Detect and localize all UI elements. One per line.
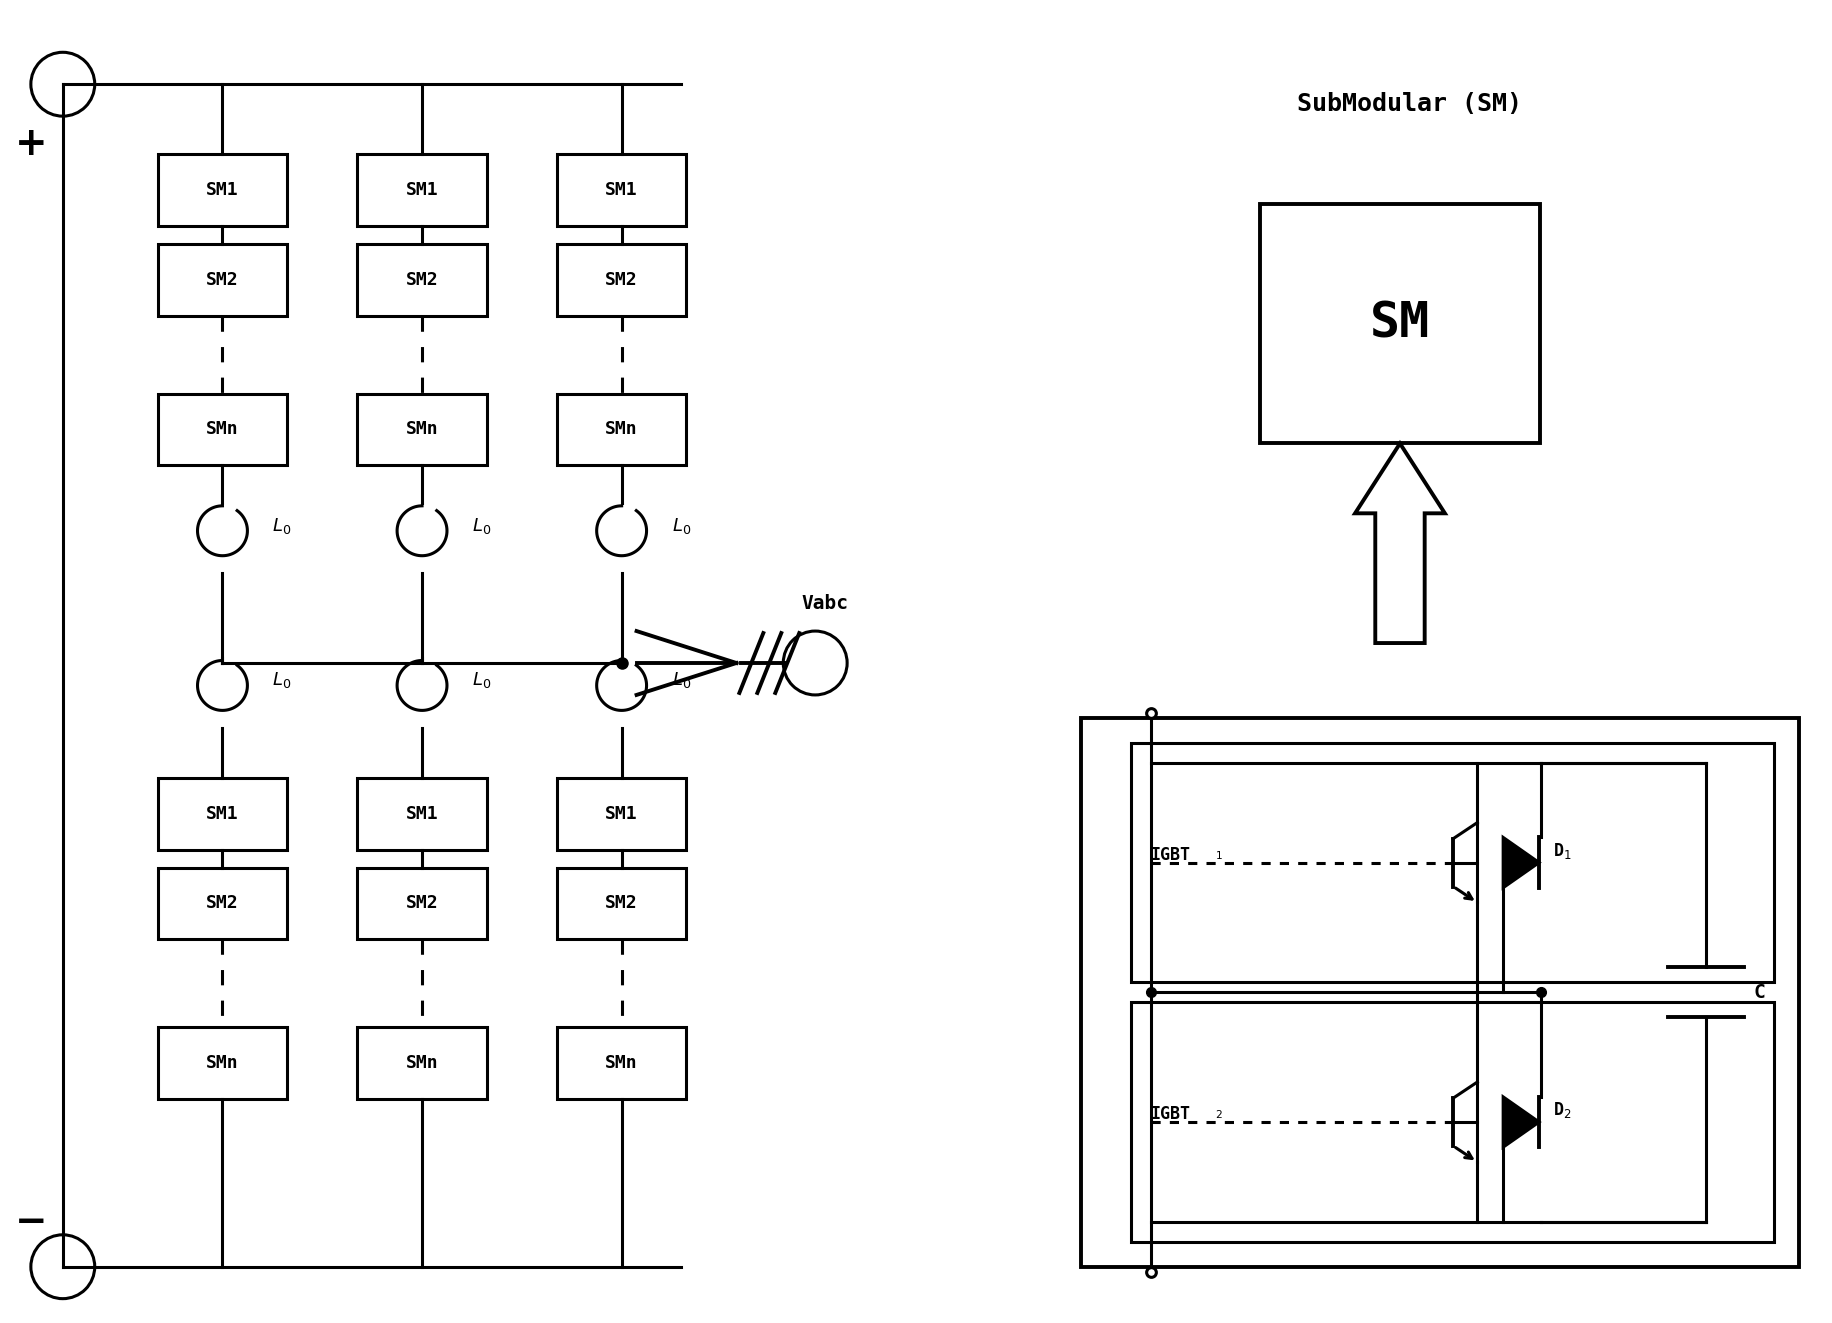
Text: SM2: SM2 (605, 271, 638, 288)
Bar (557, 778, 687, 849)
Bar (158, 243, 288, 316)
Bar (158, 778, 288, 849)
Text: −: − (15, 1203, 48, 1241)
Text: SM1: SM1 (605, 804, 638, 823)
Bar (357, 243, 487, 316)
Bar (158, 153, 288, 226)
Text: SM2: SM2 (405, 894, 438, 913)
Bar (357, 393, 487, 466)
Polygon shape (1504, 1097, 1539, 1147)
Bar (1260, 204, 1539, 443)
Text: SM2: SM2 (405, 271, 438, 288)
Text: SMn: SMn (405, 421, 438, 438)
Text: $L_0$: $L_0$ (273, 516, 291, 536)
Bar (557, 868, 687, 939)
Text: SubModular (SM): SubModular (SM) (1297, 93, 1522, 116)
Text: SM2: SM2 (605, 894, 638, 913)
Bar (557, 243, 687, 316)
Bar (357, 868, 487, 939)
Bar (1130, 1003, 1773, 1242)
Text: SMn: SMn (605, 421, 638, 438)
Text: IGBT: IGBT (1150, 1105, 1191, 1123)
Bar (557, 393, 687, 466)
Text: Vabc: Vabc (802, 594, 848, 613)
Text: +: + (15, 126, 48, 163)
Bar (357, 153, 487, 226)
Bar (1081, 718, 1799, 1266)
Text: SM1: SM1 (405, 181, 438, 198)
Bar (557, 153, 687, 226)
Text: $_2$: $_2$ (1215, 1107, 1224, 1121)
Bar (357, 1027, 487, 1099)
Text: SM2: SM2 (207, 271, 238, 288)
Text: SMn: SMn (605, 1054, 638, 1072)
Text: SM1: SM1 (207, 181, 238, 198)
Text: SMn: SMn (207, 421, 238, 438)
Polygon shape (1504, 837, 1539, 888)
Text: $L_0$: $L_0$ (672, 671, 691, 691)
Text: $L_0$: $L_0$ (473, 516, 491, 536)
Text: $_1$: $_1$ (1215, 848, 1224, 861)
Text: $L_0$: $L_0$ (672, 516, 691, 536)
Bar (158, 868, 288, 939)
Text: $L_0$: $L_0$ (273, 671, 291, 691)
Bar (557, 1027, 687, 1099)
Text: IGBT: IGBT (1150, 845, 1191, 864)
Text: SM1: SM1 (605, 181, 638, 198)
Bar (158, 393, 288, 466)
Text: D$_2$: D$_2$ (1554, 1099, 1572, 1121)
Text: D$_1$: D$_1$ (1554, 840, 1572, 860)
Text: SMn: SMn (207, 1054, 238, 1072)
Polygon shape (1356, 443, 1445, 643)
Text: $L_0$: $L_0$ (473, 671, 491, 691)
Bar (158, 1027, 288, 1099)
Text: SM1: SM1 (207, 804, 238, 823)
Text: SM2: SM2 (207, 894, 238, 913)
Text: SMn: SMn (405, 1054, 438, 1072)
Bar (357, 778, 487, 849)
Text: SM1: SM1 (405, 804, 438, 823)
Bar (1130, 742, 1773, 982)
Text: C: C (1753, 983, 1766, 1002)
Text: SM: SM (1370, 300, 1431, 348)
